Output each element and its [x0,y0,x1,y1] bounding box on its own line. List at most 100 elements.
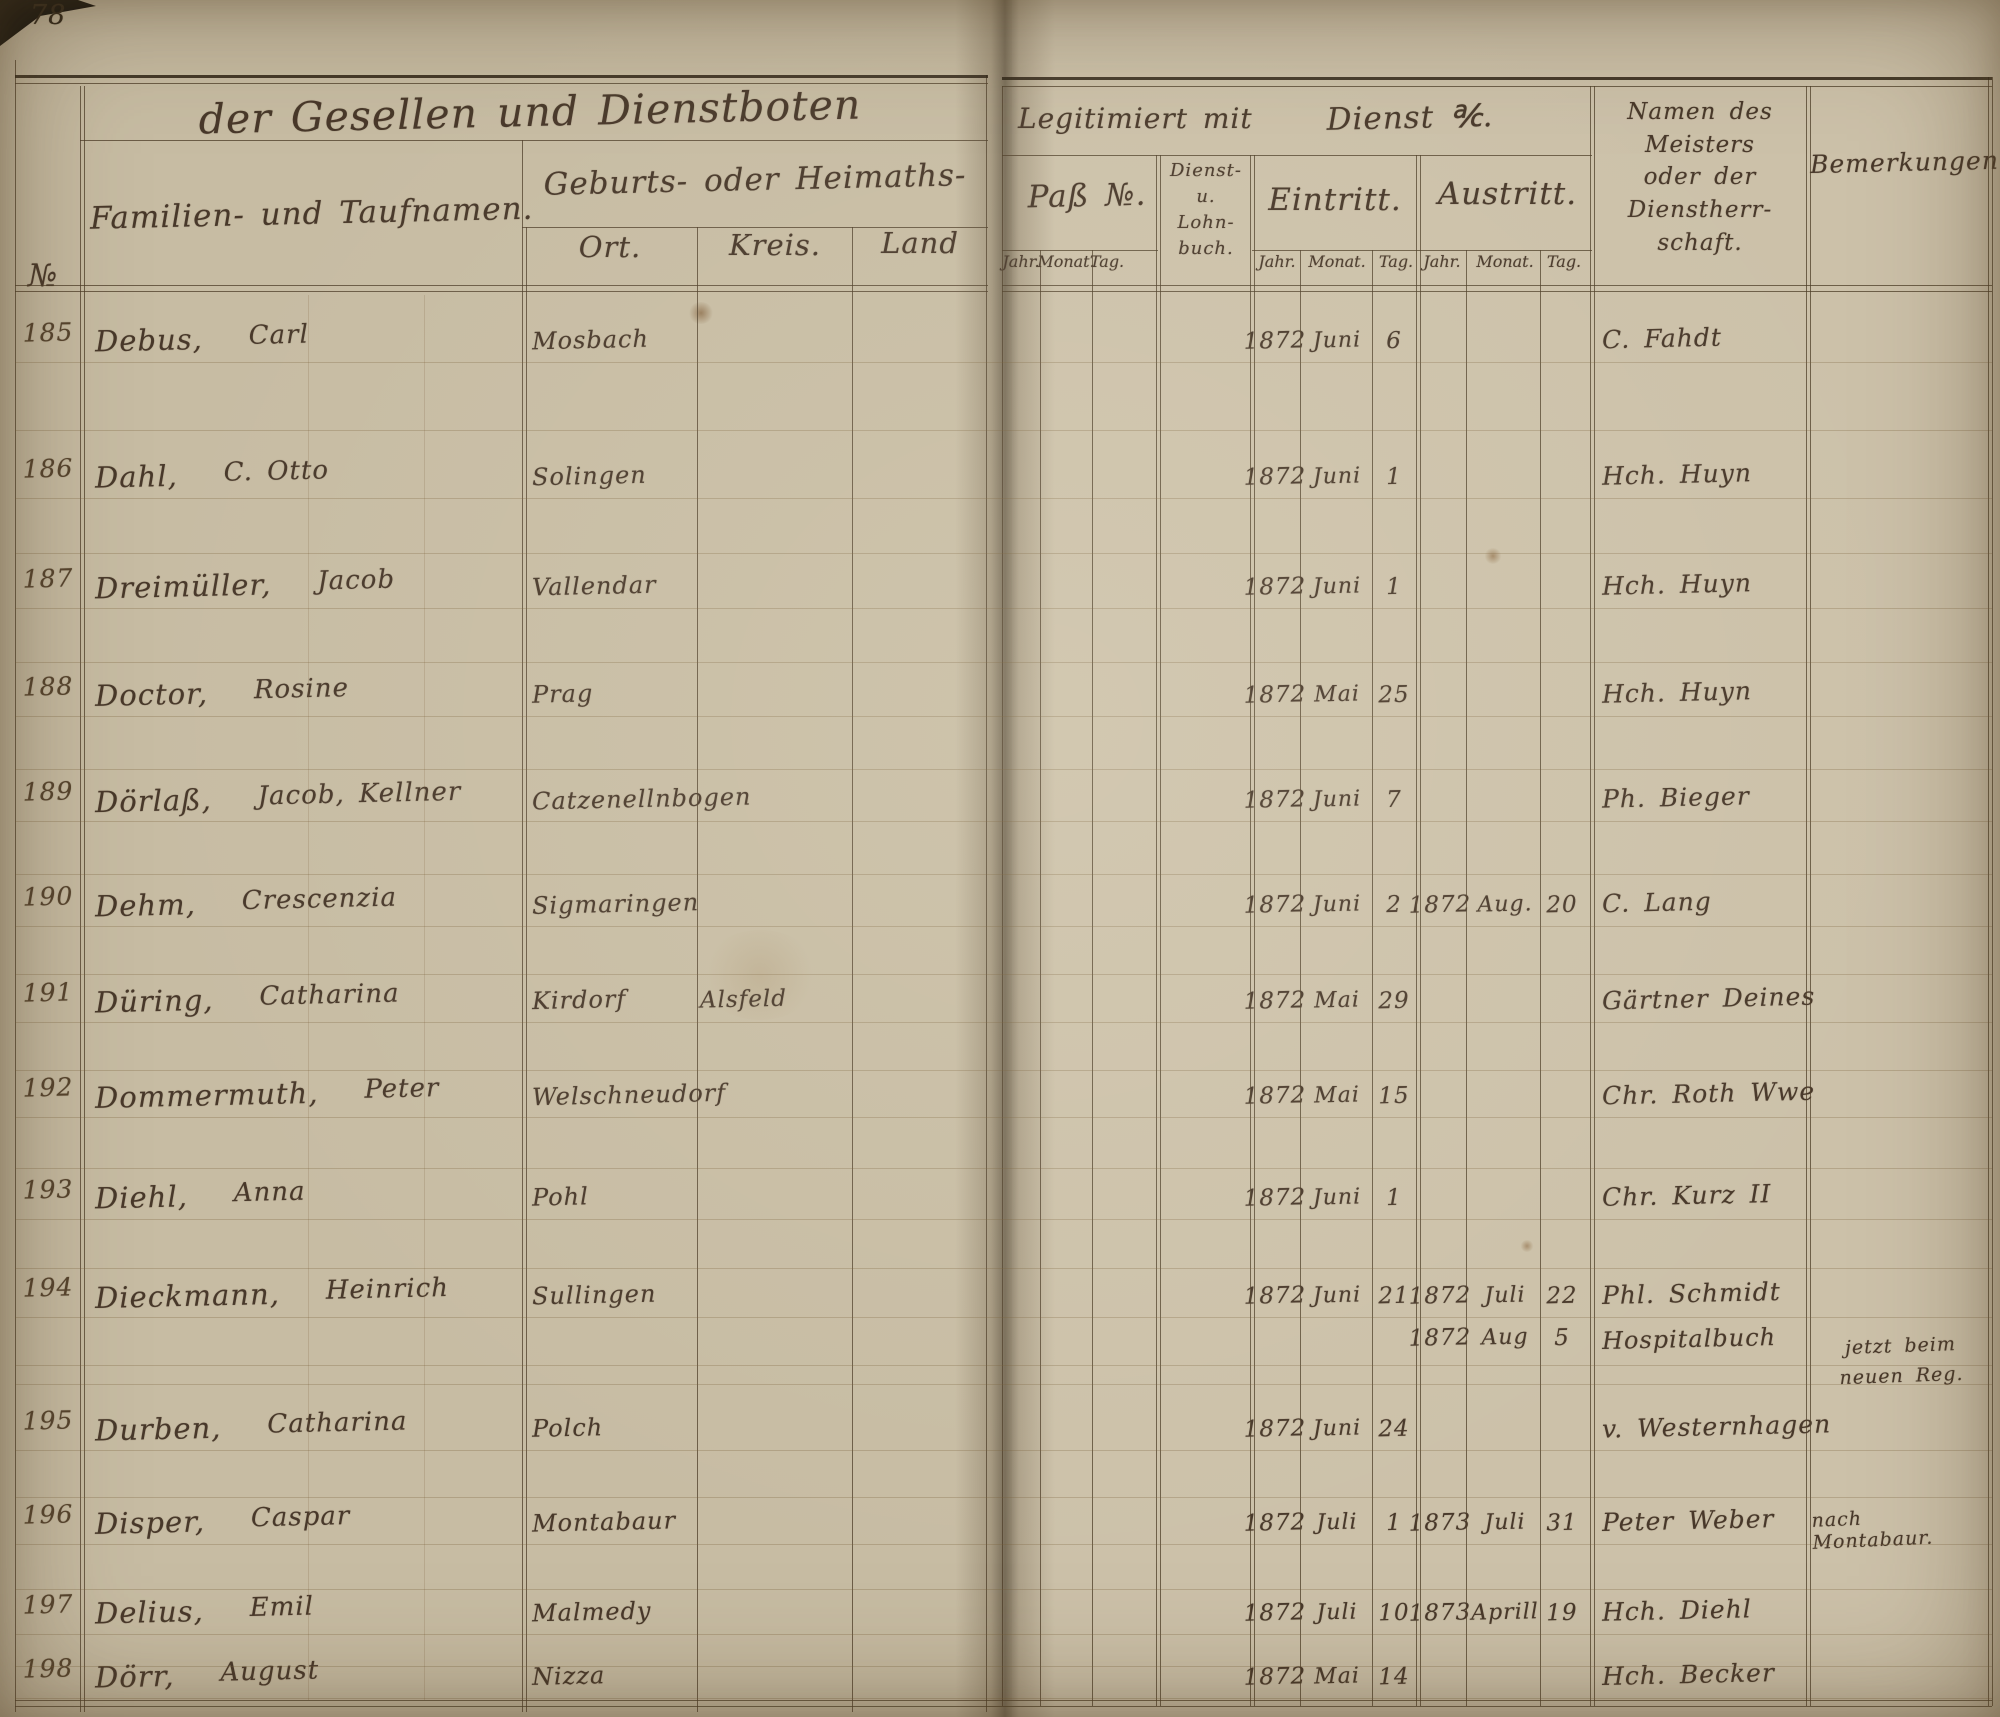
grid-vline [1300,250,1301,1706]
ruling-line [15,1384,1992,1385]
subheader-jahr: Jahr. [1002,252,1040,271]
ruling-line [15,874,1992,875]
pencil-guide [424,295,425,1700]
meister-line: schaft. [1657,229,1743,256]
subheader-monat: Monat. [1308,252,1366,271]
header-lohnbuch: Dienst- u. Lohn- buch. [1162,158,1250,262]
grid-vline [15,60,16,1712]
subheader-jahr: Jahr. [1258,252,1296,271]
ruling-line [15,1450,1992,1451]
subheader-tag: Tag. [1546,252,1582,271]
grid-hline [522,227,988,228]
grid-hline [15,1706,1992,1707]
ruling-line [15,1544,1992,1545]
grid-vline [1156,155,1157,1706]
ruling-line [15,1117,1992,1118]
ruling-line [15,498,1992,499]
ruling-line [15,1497,1992,1498]
grid-vline [84,86,85,1712]
header-eintritt: Eintritt. [1268,182,1402,218]
page-number: 78 [30,0,67,31]
grid-hline [1002,155,1592,156]
ruling-line [15,821,1992,822]
grid-hline [1002,250,1158,251]
grid-vline [986,75,987,1712]
lohnbuch-line: Dienst- [1170,160,1242,181]
ruling-line [15,608,1992,609]
ruling-line [15,662,1992,663]
meister-line: Namen des [1627,99,1773,125]
grid-vline [1160,155,1161,1706]
grid-hline [15,75,988,78]
ruling-line [15,1589,1992,1590]
grid-vline [1416,155,1417,1706]
lohnbuch-line: Lohn- [1177,212,1235,234]
ruling-line [15,1666,1992,1667]
ruling-line [15,926,1992,927]
header-kreis: Kreis. [728,228,822,262]
subheader-monat: Monat. [1037,252,1095,271]
grid-vline [852,227,853,1712]
grid-hline [1002,285,1992,286]
grid-vline [1594,86,1595,1706]
grid-hline [1002,291,1992,292]
ruling-line [15,769,1992,770]
grid-hline [1252,250,1592,251]
grid-vline [1810,86,1811,1706]
lohnbuch-line: buch. [1178,238,1234,260]
subheader-tag: Tag. [1378,252,1414,271]
header-land: Land [881,226,959,260]
grid-hline [1002,86,1992,87]
header-legitimiert: Legitimiert mit [1018,102,1253,135]
ruling-line [15,716,1992,717]
grid-vline [526,227,527,1712]
meister-line: Meisters [1645,131,1755,158]
grid-vline [1250,155,1251,1706]
grid-vline [522,140,523,1712]
meister-line: oder der [1643,164,1757,191]
ruling-line [15,553,1992,554]
ruling-line [15,1634,1992,1635]
grid-vline [1092,250,1093,1706]
grid-hline [15,285,988,286]
ruling-line [15,1022,1992,1023]
grid-hline [15,1700,1992,1701]
header-austritt: Austritt. [1437,176,1578,212]
grid-vline [1040,250,1041,1706]
header-ort: Ort. [578,230,642,264]
subheader-tag: Tag. [1089,252,1125,271]
header-meister: Namen des Meisters oder der Dienstherr- … [1600,96,1800,259]
ruling-line [15,1317,1992,1318]
grid-vline [697,227,698,1712]
grid-hline [15,291,988,292]
grid-vline [1540,250,1541,1706]
grid-vline [1254,155,1255,1706]
lohnbuch-line: u. [1196,186,1216,208]
grid-vline [1590,86,1591,1706]
grid-vline [1806,86,1807,1706]
ruling-line [15,1219,1992,1220]
ruling-line [15,1365,1992,1366]
ruling-line [15,430,1992,431]
pencil-guide [308,295,309,1700]
meister-line: Dienstherr- [1627,196,1773,223]
grid-vline [1992,77,1993,1706]
subheader-jahr: Jahr. [1423,252,1461,271]
grid-vline [80,86,81,1712]
grid-hline [15,83,988,84]
ruling-line [15,974,1992,975]
grid-vline [1420,155,1421,1706]
grid-vline [1988,77,1989,1706]
grid-hline [1002,77,1992,80]
subheader-monat: Monat. [1476,252,1534,271]
grid-vline [1002,86,1003,1706]
grid-vline [1372,250,1373,1706]
ruling-line [15,362,1992,363]
ruling-line [15,1268,1992,1269]
grid-hline [80,140,988,141]
ruling-line [15,1698,1992,1699]
grid-vline [1466,250,1467,1706]
ruling-line [15,1070,1992,1071]
